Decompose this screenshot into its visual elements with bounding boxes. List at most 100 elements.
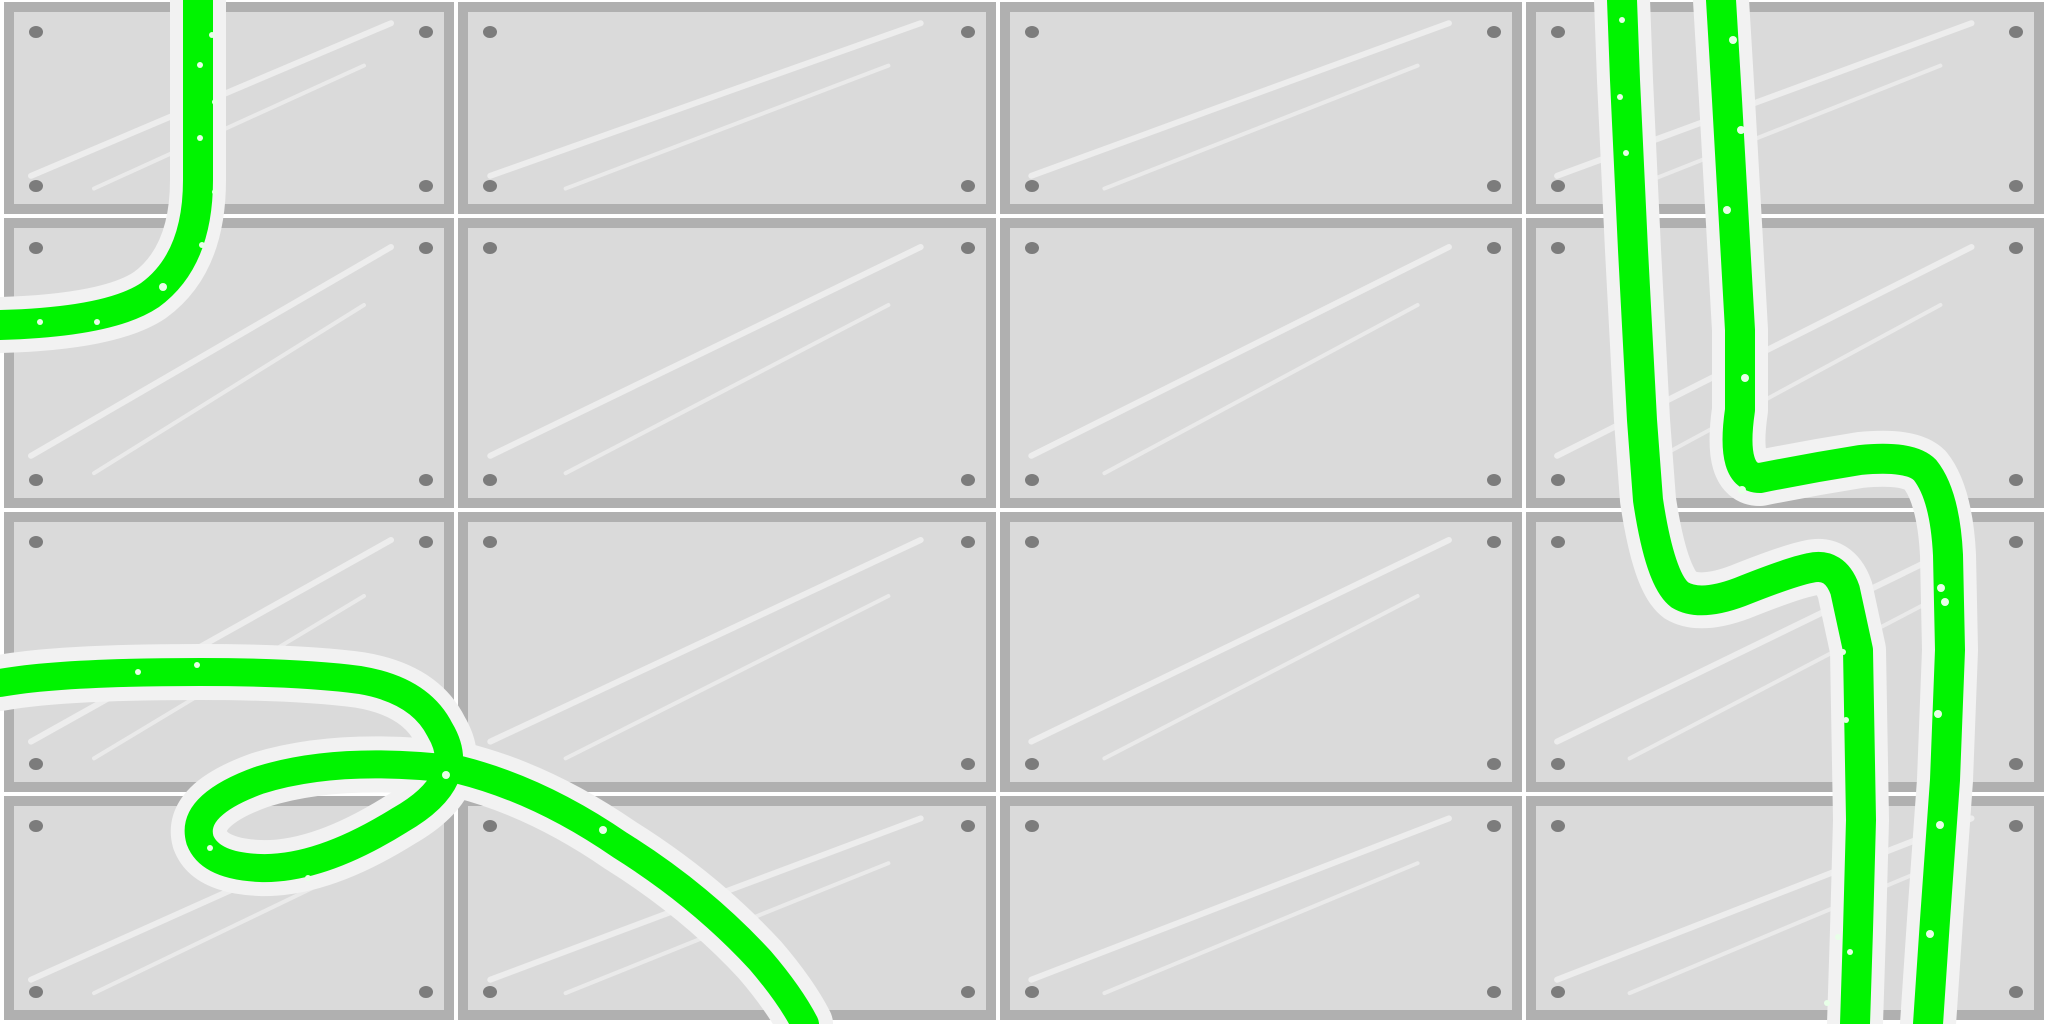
bolt-icon — [1487, 180, 1501, 192]
bolt-icon — [1551, 986, 1565, 998]
glass-shine — [1102, 861, 1420, 996]
bolt-icon — [29, 26, 43, 38]
bolt-icon — [483, 986, 497, 998]
bolt-icon — [483, 180, 497, 192]
bolt-icon — [1551, 536, 1565, 548]
bolt-icon — [2009, 474, 2023, 486]
glass-panel — [1000, 218, 1522, 508]
panel-glass — [14, 12, 444, 204]
glass-shine — [1627, 594, 1943, 761]
glass-shine — [1028, 815, 1452, 983]
bolt-icon — [1551, 820, 1565, 832]
bolt-icon — [29, 820, 43, 832]
glass-panel — [4, 2, 454, 214]
bolt-icon — [961, 242, 975, 254]
bolt-icon — [419, 536, 433, 548]
bolt-icon — [29, 474, 43, 486]
glass-shine — [563, 303, 891, 476]
bolt-icon — [1551, 180, 1565, 192]
glass-shine — [1028, 244, 1452, 459]
glass-shine — [487, 20, 924, 179]
bolt-icon — [1551, 758, 1565, 770]
bolt-icon — [1025, 474, 1039, 486]
tube-layer — [0, 0, 1978, 1024]
bolt-icon — [483, 474, 497, 486]
bolt-icon — [1551, 474, 1565, 486]
bolt-icon — [29, 536, 43, 548]
bolt-icon — [961, 820, 975, 832]
bolt-icon — [961, 536, 975, 548]
glass-panel — [458, 2, 996, 214]
bolt-icon — [483, 242, 497, 254]
bolt-icon — [1025, 180, 1039, 192]
glass-panel — [1000, 2, 1522, 214]
bolt-icon — [961, 986, 975, 998]
bolt-icon — [1025, 26, 1039, 38]
bolt-icon — [2009, 820, 2023, 832]
glass-panel — [1000, 512, 1522, 792]
glass-shine — [1554, 815, 1975, 983]
bolt-icon — [29, 986, 43, 998]
panel-glass — [1010, 12, 1512, 204]
panel-glass — [1010, 522, 1512, 782]
bolt-icon — [419, 986, 433, 998]
glass-shine — [1627, 63, 1943, 191]
glass-shine — [1627, 861, 1943, 996]
glass-shine — [28, 537, 394, 745]
bolt-icon — [483, 26, 497, 38]
glass-shine — [1102, 303, 1420, 476]
glass-shine — [487, 244, 924, 459]
glass-shine — [487, 537, 924, 745]
glass-panel — [1000, 796, 1522, 1020]
glass-shine — [1627, 303, 1943, 476]
bolt-icon — [1025, 536, 1039, 548]
bolt-icon — [1551, 26, 1565, 38]
bolt-icon — [961, 180, 975, 192]
panel-glass — [14, 228, 444, 498]
glass-shine — [92, 303, 366, 476]
bolt-icon — [1487, 474, 1501, 486]
bolt-icon — [961, 474, 975, 486]
glass-shine — [563, 594, 891, 761]
bolt-icon — [2009, 536, 2023, 548]
glass-panel — [4, 218, 454, 508]
bolt-icon — [2009, 758, 2023, 770]
glass-shine — [563, 63, 891, 191]
bolt-icon — [961, 758, 975, 770]
glass-shine — [1554, 537, 1975, 745]
bolt-icon — [29, 758, 43, 770]
bolt-icon — [29, 180, 43, 192]
glass-shine — [1102, 594, 1420, 761]
bolt-icon — [1487, 536, 1501, 548]
tube-top-left — [0, 0, 226, 353]
bolt-icon — [419, 26, 433, 38]
glass-shine — [92, 63, 366, 191]
bolt-icon — [2009, 26, 2023, 38]
panel-glass — [1010, 806, 1512, 1010]
bolt-icon — [1025, 820, 1039, 832]
tube-bubbles — [37, 17, 1949, 1006]
bolt-icon — [1025, 242, 1039, 254]
bolt-icon — [419, 474, 433, 486]
bolt-icon — [1025, 986, 1039, 998]
glass-panel — [458, 512, 996, 792]
tube-right-outer — [1693, 0, 1978, 1024]
bolt-icon — [1487, 758, 1501, 770]
panel-glass — [1010, 228, 1512, 498]
bolt-icon — [961, 26, 975, 38]
bolt-icon — [1487, 242, 1501, 254]
glass-shine — [1028, 537, 1452, 745]
tube-bottom-left — [0, 644, 833, 1024]
bolt-icon — [2009, 986, 2023, 998]
bolt-icon — [1487, 820, 1501, 832]
glass-panel — [458, 218, 996, 508]
glass-shine — [1028, 20, 1452, 179]
bolt-icon — [483, 820, 497, 832]
bolt-icon — [1025, 758, 1039, 770]
panel-glass — [468, 228, 986, 498]
panel-glass — [468, 12, 986, 204]
bolt-icon — [2009, 180, 2023, 192]
bolt-icon — [1487, 26, 1501, 38]
bolt-icon — [419, 242, 433, 254]
